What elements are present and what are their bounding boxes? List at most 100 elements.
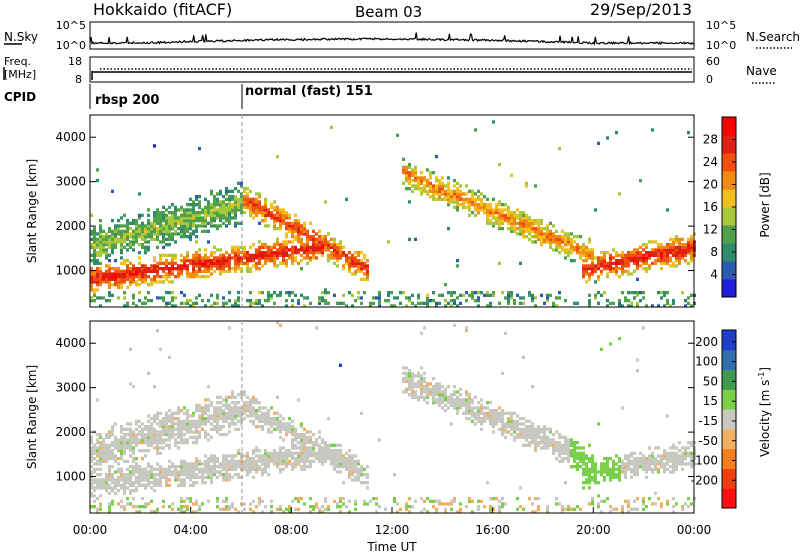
power-cell xyxy=(138,283,141,287)
power-cell xyxy=(660,256,663,260)
power-cell xyxy=(477,304,480,308)
power-cell xyxy=(111,237,114,241)
power-cell xyxy=(186,221,189,225)
power-cell xyxy=(528,237,531,241)
power-cell xyxy=(165,243,168,247)
velocity-cell xyxy=(408,369,411,373)
power-cell xyxy=(522,224,525,228)
velocity-cell xyxy=(234,401,237,405)
power-cell xyxy=(192,267,195,271)
velocity-cell xyxy=(675,465,678,469)
velocity-cell xyxy=(120,478,123,482)
date-title: 29/Sep/2013 xyxy=(590,0,692,19)
velocity-cell xyxy=(267,422,270,426)
power-cell xyxy=(573,235,576,239)
power-cell xyxy=(240,251,243,255)
power-cell xyxy=(468,213,471,217)
velocity-cell xyxy=(231,393,234,397)
velocity-cell xyxy=(504,427,507,431)
power-cell xyxy=(303,232,306,236)
velocity-cell xyxy=(519,505,522,509)
velocity-cell xyxy=(228,403,231,407)
power-cell xyxy=(678,251,681,255)
velocity-cell xyxy=(264,505,267,509)
velocity-cell xyxy=(171,435,174,439)
power-cell xyxy=(105,269,108,273)
power-cell xyxy=(459,301,462,305)
power-cell xyxy=(237,299,240,303)
velocity-cell xyxy=(96,438,99,442)
power-cell xyxy=(258,208,261,212)
velocity-cell xyxy=(135,486,138,490)
velocity-cell xyxy=(681,454,684,458)
velocity-cell xyxy=(270,451,273,455)
velocity-cell xyxy=(411,377,414,381)
power-cell xyxy=(276,227,279,231)
power-cell xyxy=(234,304,237,308)
velocity-cell xyxy=(336,465,339,469)
velocity-cell xyxy=(267,414,270,418)
power-cell xyxy=(603,253,606,257)
velocity-cell xyxy=(411,382,414,386)
velocity-cell xyxy=(555,449,558,453)
power-cell xyxy=(108,291,111,295)
velocity-cell xyxy=(198,505,201,509)
velocity-title-main: Velocity [m s xyxy=(758,380,772,457)
velocity-cell xyxy=(168,433,171,437)
velocity-cell xyxy=(405,505,408,509)
velocity-cell xyxy=(321,462,324,466)
velocity-cell xyxy=(108,505,111,509)
power-cell xyxy=(570,248,573,252)
velocity-cell xyxy=(105,433,108,437)
power-cell xyxy=(162,224,165,228)
velocity-cell xyxy=(537,435,540,439)
power-cell xyxy=(300,253,303,257)
power-cell xyxy=(141,245,144,249)
power-cell xyxy=(624,261,627,265)
velocity-cell xyxy=(627,499,630,503)
velocity-cell xyxy=(354,502,357,506)
velocity-cell xyxy=(234,417,237,421)
power-cell xyxy=(168,301,171,305)
power-cell xyxy=(162,269,165,273)
power-cell xyxy=(303,256,306,260)
velocity-cell xyxy=(267,457,270,461)
velocity-cell xyxy=(546,438,549,442)
power-cell xyxy=(108,280,111,284)
power-cell xyxy=(486,197,489,201)
power-cell xyxy=(252,203,255,207)
velocity-cell xyxy=(210,467,213,471)
velocity-cell xyxy=(120,454,123,458)
velocity-cell xyxy=(186,422,189,426)
velocity-cell xyxy=(495,414,498,418)
power-cell xyxy=(333,256,336,260)
power-cell xyxy=(324,235,327,239)
power-cell xyxy=(96,240,99,244)
velocity-cell xyxy=(435,507,438,511)
velocity-cell xyxy=(351,457,354,461)
velocity-cell xyxy=(267,430,270,434)
velocity-cell xyxy=(150,486,153,490)
velocity-cell xyxy=(303,433,306,437)
power-cell xyxy=(327,232,330,236)
power-cell xyxy=(459,184,462,188)
velocity-cell xyxy=(246,459,249,463)
power-cell xyxy=(450,192,453,196)
velocity-cell xyxy=(156,483,159,487)
power-cell xyxy=(108,269,111,273)
velocity-cell xyxy=(171,433,174,437)
power-cell xyxy=(144,229,147,233)
velocity-cell xyxy=(519,433,522,437)
power-cell xyxy=(240,245,243,249)
velocity-cell xyxy=(480,427,483,431)
power-cell xyxy=(525,184,528,188)
power-cell xyxy=(489,208,492,212)
power-cell xyxy=(357,253,360,257)
velocity-cell xyxy=(165,467,168,471)
velocity-cell xyxy=(468,393,471,397)
power-cell xyxy=(318,296,321,300)
power-cell xyxy=(93,232,96,236)
power-cell xyxy=(579,253,582,257)
velocity-cell xyxy=(294,438,297,442)
velocity-cell xyxy=(360,411,363,415)
